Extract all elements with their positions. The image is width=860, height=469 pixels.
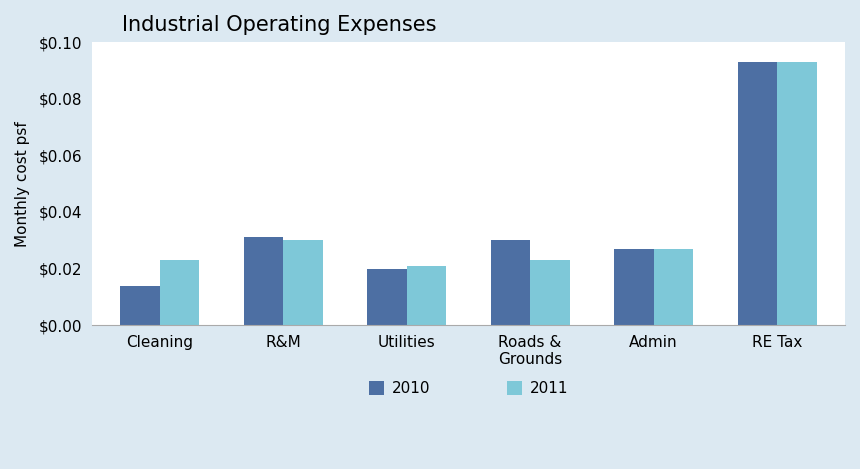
Legend: 2010, 2011: 2010, 2011 bbox=[363, 375, 574, 402]
Text: Industrial Operating Expenses: Industrial Operating Expenses bbox=[122, 15, 436, 35]
Bar bbox=[490, 240, 530, 325]
Y-axis label: Monthly cost psf: Monthly cost psf bbox=[15, 121, 30, 247]
Bar bbox=[654, 249, 693, 325]
Bar bbox=[407, 266, 446, 325]
Bar bbox=[738, 62, 777, 325]
Bar bbox=[367, 269, 407, 325]
Bar bbox=[120, 286, 160, 325]
Bar bbox=[160, 260, 200, 325]
Bar bbox=[243, 237, 283, 325]
Bar bbox=[614, 249, 654, 325]
Bar bbox=[283, 240, 322, 325]
Bar bbox=[777, 62, 817, 325]
Bar bbox=[530, 260, 569, 325]
